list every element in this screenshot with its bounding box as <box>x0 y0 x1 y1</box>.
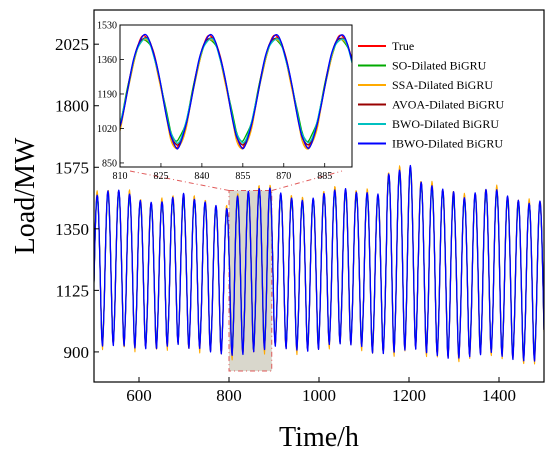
inset-y-tick-label: 1530 <box>97 21 117 32</box>
inset-x-tick-label: 825 <box>153 171 168 182</box>
x-tick-label: 800 <box>216 386 242 405</box>
inset-x-tick-label: 885 <box>317 171 332 182</box>
inset-x-tick-label: 840 <box>194 171 209 182</box>
inset-y-tick-label: 850 <box>102 158 117 169</box>
inset-zoom-panel: 810 825 840 855 870 885 850 1020 1190 1360 1530 <box>97 21 353 192</box>
inset-y-tick-label: 1020 <box>97 124 117 135</box>
legend-label: BWO-Dilated BiGRU <box>392 117 499 131</box>
axis-titles: Time/h Load/MW <box>10 137 359 453</box>
x-tick-label: 1200 <box>392 386 426 405</box>
x-tick-label: 1400 <box>482 386 516 405</box>
legend: True SO-Dilated BiGRU SSA-Dilated BiGRU AVO… <box>358 39 504 151</box>
legend-label: True <box>392 39 414 53</box>
legend-label: SO-Dilated BiGRU <box>392 59 487 73</box>
inset-x-tick-label: 855 <box>235 171 250 182</box>
y-tick-label: 1800 <box>55 97 89 116</box>
inset-series-line <box>120 33 352 150</box>
connector-line <box>129 170 230 192</box>
inset-x-tick-label: 870 <box>276 171 291 182</box>
legend-label: IBWO-Dilated BiGRU <box>392 137 503 151</box>
connector-line <box>271 170 343 192</box>
legend-label: SSA-Dilated BiGRU <box>392 78 493 92</box>
main-series-lines <box>94 164 544 365</box>
inset-y-tick-label: 1360 <box>97 55 117 66</box>
x-axis-title: Time/h <box>279 422 359 453</box>
inset-x-tick-label: 810 <box>113 171 128 182</box>
inset-y-tick-label: 1190 <box>97 89 117 100</box>
y-tick-label: 1575 <box>55 158 89 177</box>
x-tick-label: 1000 <box>302 386 336 405</box>
y-tick-label: 1350 <box>55 220 89 239</box>
y-tick-label: 900 <box>64 343 90 362</box>
inset-frame <box>119 24 353 168</box>
y-tick-label: 2025 <box>55 35 89 54</box>
main-axes: 600 800 1000 1200 1400 900 1125 1350 1575 1800 202… <box>55 9 545 405</box>
y-tick-label: 1125 <box>56 281 89 300</box>
legend-label: AVOA-Dilated BiGRU <box>392 98 504 112</box>
inset-series-lines <box>120 33 352 150</box>
main-series-line <box>94 164 544 362</box>
x-tick-label: 600 <box>126 386 152 405</box>
y-axis-title: Load/MW <box>10 137 41 254</box>
inset-background <box>120 25 352 167</box>
